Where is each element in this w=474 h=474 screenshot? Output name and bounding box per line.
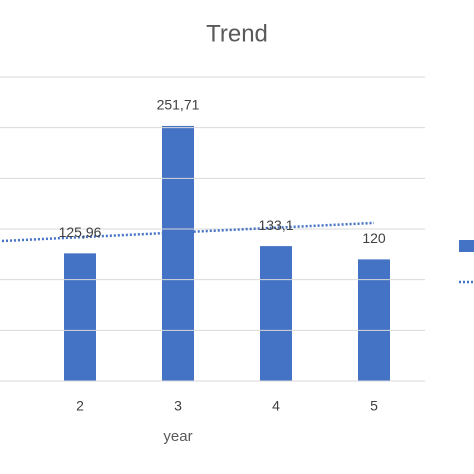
x-tick-label: 5 bbox=[370, 398, 378, 414]
legend-swatch bbox=[459, 240, 474, 252]
x-tick-label: 3 bbox=[174, 398, 182, 414]
bar bbox=[64, 253, 96, 381]
trend-line bbox=[0, 221, 375, 243]
bar bbox=[260, 246, 292, 381]
x-axis-title: year bbox=[163, 428, 192, 445]
chart-title: Trend bbox=[206, 20, 268, 47]
x-tick-label: 2 bbox=[76, 398, 84, 414]
bar bbox=[162, 125, 194, 381]
x-tick-label: 4 bbox=[272, 398, 280, 414]
bar bbox=[358, 259, 390, 381]
data-label: 120 bbox=[362, 230, 386, 246]
data-label: 251,71 bbox=[157, 97, 200, 113]
data-label: 125,96 bbox=[59, 224, 102, 240]
data-label: 133,1 bbox=[258, 217, 293, 233]
